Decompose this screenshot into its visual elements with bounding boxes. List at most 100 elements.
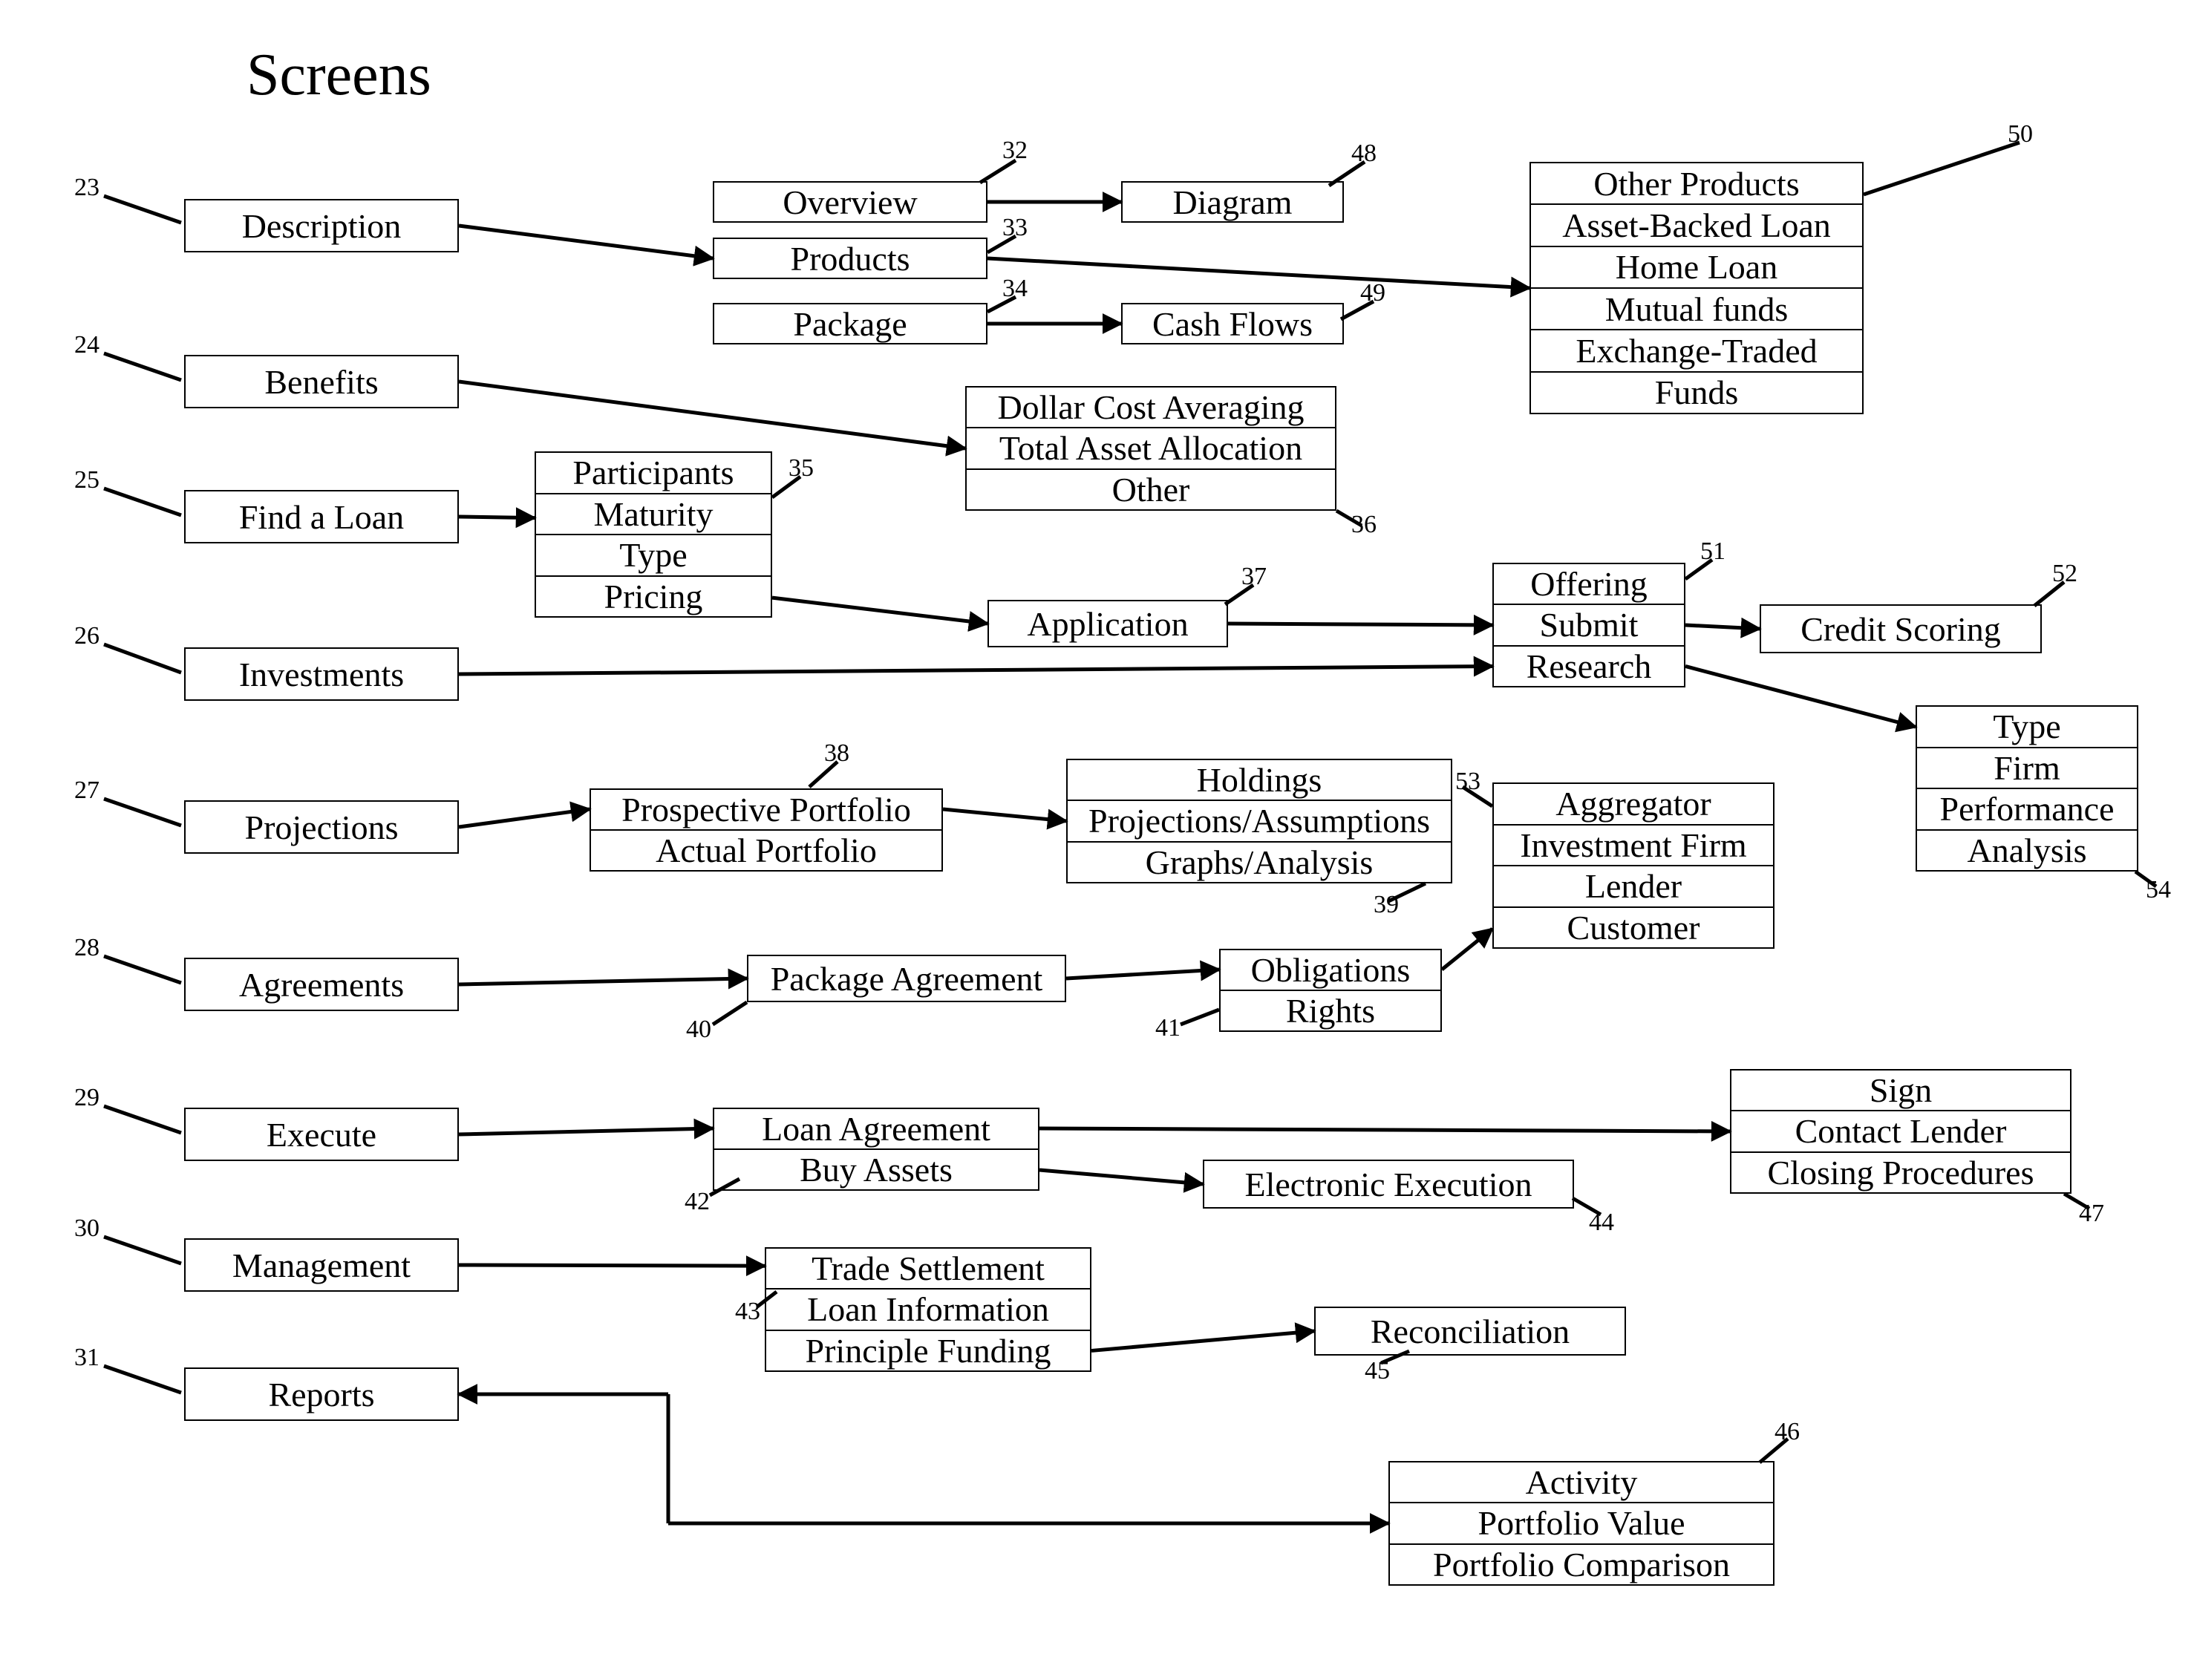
node-diagram: Diagram: [1121, 181, 1344, 223]
ref-label: 42: [685, 1188, 710, 1216]
stack-portfolio38-cell: Prospective Portfolio: [591, 790, 941, 831]
ref-label: 50: [2008, 120, 2033, 148]
ref-label: 44: [1589, 1209, 1614, 1237]
ref-label: 38: [824, 739, 849, 768]
stack-portfolio38-cell: Actual Portfolio: [591, 831, 941, 870]
stack-benefits36-cell: Total Asset Allocation: [967, 428, 1335, 469]
stack-reports46-cell: Portfolio Value: [1390, 1503, 1773, 1544]
stack-execsub42-cell: Loan Agreement: [714, 1109, 1038, 1150]
stack-portfolio38: Prospective PortfolioActual Portfolio: [590, 788, 943, 872]
ref-label: 28: [74, 934, 99, 962]
node-creditscoring: Credit Scoring: [1760, 604, 2042, 653]
ref-label: 31: [74, 1344, 99, 1372]
node-elecexec: Electronic Execution: [1203, 1160, 1574, 1209]
stack-reports46-cell: Activity: [1390, 1462, 1773, 1503]
node-products: Products: [713, 238, 987, 279]
stack-benefits36-cell: Dollar Cost Averaging: [967, 388, 1335, 428]
ref-label: 53: [1455, 768, 1480, 796]
stack-loanparams35-cell: Maturity: [536, 494, 771, 536]
ref-label: 45: [1365, 1357, 1390, 1385]
node-management: Management: [184, 1238, 459, 1292]
ref-label: 37: [1241, 563, 1267, 591]
stack-execsub42-cell: Buy Assets: [714, 1150, 1038, 1189]
node-description: Description: [184, 199, 459, 252]
stack-mgmtsub43-cell: Principle Funding: [766, 1331, 1090, 1370]
stack-reports46: ActivityPortfolio ValuePortfolio Compari…: [1388, 1461, 1775, 1586]
stack-mgmtsub43-cell: Trade Settlement: [766, 1249, 1090, 1290]
stack-loanparams35: ParticipantsMaturityTypePricing: [535, 451, 772, 618]
stack-obligations41-cell: Rights: [1221, 991, 1440, 1030]
stack-signing47-cell: Closing Procedures: [1731, 1153, 2070, 1192]
stack-holdings39: HoldingsProjections/AssumptionsGraphs/An…: [1066, 759, 1452, 883]
stack-holdings39-cell: Graphs/Analysis: [1068, 843, 1451, 882]
ref-label: 41: [1155, 1014, 1181, 1042]
stack-parties53: AggregatorInvestment FirmLenderCustomer: [1492, 782, 1775, 949]
stack-products50-cell: Mutual funds: [1531, 289, 1862, 330]
node-reconciliation: Reconciliation: [1314, 1307, 1626, 1356]
stack-loanparams35-cell: Participants: [536, 453, 771, 494]
node-benefits: Benefits: [184, 355, 459, 408]
stack-execsub42: Loan AgreementBuy Assets: [713, 1108, 1039, 1191]
ref-label: 29: [74, 1084, 99, 1112]
stack-offering51-cell: Research: [1494, 647, 1684, 686]
stack-parties53-cell: Customer: [1494, 908, 1773, 948]
stack-mgmtsub43: Trade SettlementLoan InformationPrincipl…: [765, 1247, 1091, 1372]
stack-parties53-cell: Aggregator: [1494, 784, 1773, 826]
node-projections: Projections: [184, 800, 459, 854]
ref-label: 47: [2079, 1200, 2104, 1228]
ref-label: 23: [74, 174, 99, 202]
node-application: Application: [987, 600, 1228, 647]
node-agreements: Agreements: [184, 958, 459, 1011]
ref-label: 40: [686, 1016, 711, 1044]
stack-signing47-cell: Sign: [1731, 1071, 2070, 1111]
node-overview: Overview: [713, 181, 987, 223]
ref-label: 26: [74, 622, 99, 650]
ref-label: 43: [735, 1298, 760, 1326]
diagram-canvas: Screens Description Benefits Find a Loan Inv…: [0, 0, 2194, 1680]
ref-label: 49: [1360, 279, 1385, 307]
stack-parties53-cell: Lender: [1494, 866, 1773, 908]
stack-offering51-cell: Submit: [1494, 605, 1684, 646]
ref-label: 32: [1002, 137, 1028, 165]
stack-obligations41-cell: Obligations: [1221, 950, 1440, 991]
stack-products50-cell: Exchange-Traded: [1531, 330, 1862, 372]
stack-signing47: SignContact LenderClosing Procedures: [1730, 1069, 2071, 1194]
ref-label: 54: [2146, 876, 2171, 904]
node-reports: Reports: [184, 1367, 459, 1421]
node-findaloan: Find a Loan: [184, 490, 459, 543]
node-pkgagreement: Package Agreement: [747, 955, 1066, 1002]
ref-label: 27: [74, 777, 99, 805]
stack-benefits36: Dollar Cost AveragingTotal Asset Allocat…: [965, 386, 1336, 511]
stack-mgmtsub43-cell: Loan Information: [766, 1290, 1090, 1330]
ref-label: 24: [74, 331, 99, 359]
stack-obligations41: ObligationsRights: [1219, 949, 1442, 1032]
stack-loanparams35-cell: Type: [536, 535, 771, 577]
stack-loanparams35-cell: Pricing: [536, 577, 771, 617]
node-execute: Execute: [184, 1108, 459, 1161]
stack-analysis54-cell: Firm: [1917, 748, 2137, 790]
stack-holdings39-cell: Projections/Assumptions: [1068, 801, 1451, 842]
stack-products50-cell: Other Products: [1531, 163, 1862, 205]
ref-label: 25: [74, 466, 99, 494]
ref-label: 48: [1351, 140, 1377, 168]
node-package: Package: [713, 303, 987, 344]
stack-analysis54-cell: Performance: [1917, 789, 2137, 831]
ref-label: 33: [1002, 214, 1028, 242]
stack-holdings39-cell: Holdings: [1068, 760, 1451, 801]
ref-label: 36: [1351, 511, 1377, 539]
stack-benefits36-cell: Other: [967, 470, 1335, 509]
node-cashflows: Cash Flows: [1121, 303, 1344, 344]
stack-products50: Other ProductsAsset-Backed LoanHome Loan…: [1529, 162, 1864, 414]
stack-signing47-cell: Contact Lender: [1731, 1111, 2070, 1152]
ref-label: 34: [1002, 275, 1028, 303]
node-investments: Investments: [184, 647, 459, 701]
stack-offering51: OfferingSubmitResearch: [1492, 563, 1685, 687]
ref-label: 51: [1700, 537, 1726, 566]
ref-label: 39: [1374, 891, 1399, 919]
stack-parties53-cell: Investment Firm: [1494, 826, 1773, 867]
diagram-title: Screens: [247, 42, 431, 109]
stack-products50-cell: Asset-Backed Loan: [1531, 205, 1862, 246]
stack-products50-cell: Funds: [1531, 373, 1862, 413]
ref-label: 46: [1775, 1418, 1800, 1446]
stack-offering51-cell: Offering: [1494, 564, 1684, 605]
